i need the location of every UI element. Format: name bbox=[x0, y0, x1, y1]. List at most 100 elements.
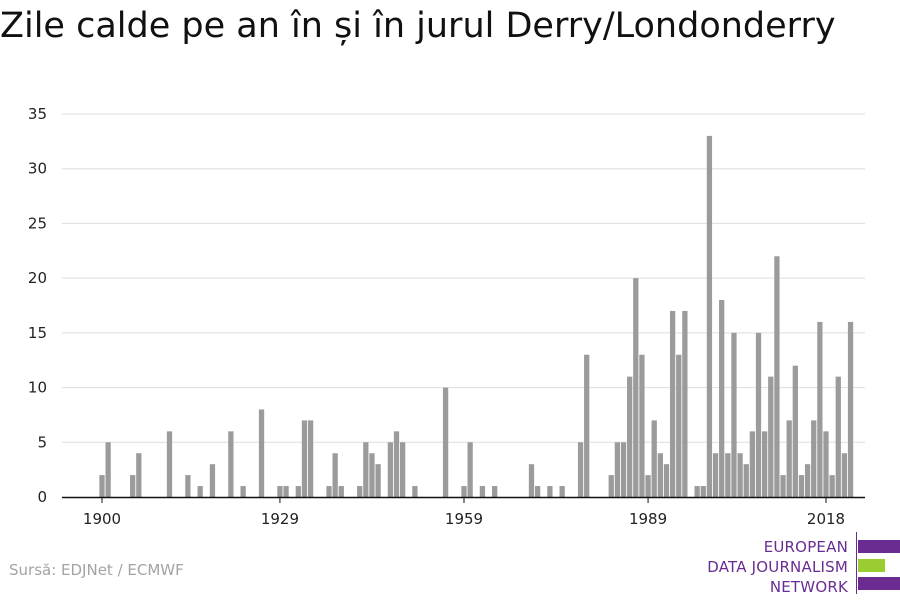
y-tick-label-15: 15 bbox=[28, 324, 47, 342]
bar-1926 bbox=[258, 409, 265, 497]
bar-1943 bbox=[363, 442, 369, 497]
bar-1973 bbox=[547, 486, 553, 497]
bar-2000 bbox=[712, 453, 719, 497]
y-tick-label-20: 20 bbox=[28, 269, 47, 287]
bar-2010 bbox=[774, 256, 780, 497]
y-tick-label-5: 5 bbox=[37, 433, 47, 451]
bar-1932 bbox=[295, 486, 301, 497]
bar-2007 bbox=[755, 332, 762, 497]
bar-1944 bbox=[369, 453, 375, 497]
bar-1945 bbox=[375, 464, 381, 497]
bar-1938 bbox=[332, 453, 338, 497]
bar-2006 bbox=[749, 431, 756, 497]
bar-2017 bbox=[817, 321, 823, 497]
logo-line-1: EUROPEAN bbox=[763, 538, 848, 556]
bar-1995 bbox=[682, 310, 688, 497]
logo-bar-top bbox=[858, 540, 900, 553]
bar-2015 bbox=[804, 464, 811, 497]
bar-2009 bbox=[768, 376, 774, 497]
bar-1978 bbox=[577, 442, 584, 497]
bar-1988 bbox=[639, 354, 645, 497]
source-note: Sursă: EDJNet / ECMWF bbox=[9, 561, 184, 579]
bar-1930 bbox=[283, 486, 289, 497]
gridlines bbox=[62, 113, 865, 443]
y-tick-label-25: 25 bbox=[28, 214, 47, 232]
y-tick-label-0: 0 bbox=[37, 488, 47, 506]
bar-2004 bbox=[737, 453, 743, 497]
x-tick-label-1989: 1989 bbox=[629, 510, 667, 528]
bar-1906 bbox=[136, 453, 142, 497]
bar-2014 bbox=[798, 475, 805, 497]
chart-title: Zile calde pe an în și în jurul Derry/Lo… bbox=[0, 6, 836, 46]
logo-bar-middle bbox=[858, 559, 885, 572]
bar-1911 bbox=[166, 431, 173, 497]
bar-1956 bbox=[442, 387, 449, 497]
bar-1947 bbox=[387, 442, 394, 497]
bar-1929 bbox=[277, 486, 283, 497]
bar-1985 bbox=[620, 442, 627, 497]
bar-1960 bbox=[467, 442, 473, 497]
bar-2013 bbox=[792, 365, 798, 497]
bar-1970 bbox=[528, 464, 535, 497]
x-tick-label-1929: 1929 bbox=[261, 510, 299, 528]
x-tick-label-1900: 1900 bbox=[83, 510, 121, 528]
bar-1959 bbox=[461, 486, 467, 497]
bar-1933 bbox=[301, 420, 308, 497]
bar-1900 bbox=[99, 475, 105, 497]
edjnet-logo: EUROPEAN DATA JOURNALISM NETWORK bbox=[690, 532, 900, 597]
bar-2002 bbox=[725, 453, 731, 497]
bar-1937 bbox=[326, 486, 332, 497]
bar-1979 bbox=[584, 354, 590, 497]
bar-1918 bbox=[209, 464, 216, 497]
bar-1984 bbox=[614, 442, 621, 497]
bar-1983 bbox=[608, 475, 614, 497]
bar-1949 bbox=[400, 442, 406, 497]
bar-2021 bbox=[841, 453, 848, 497]
bar-1914 bbox=[185, 475, 191, 497]
bar-2001 bbox=[719, 300, 725, 497]
bar-1948 bbox=[393, 431, 400, 497]
axes: 0 5 10 15 20 25 30 35 1900 1929 1959 1989 2018 bbox=[28, 105, 865, 528]
y-tick-label-35: 35 bbox=[28, 105, 47, 123]
bar-1934 bbox=[307, 420, 314, 497]
bar-2012 bbox=[786, 420, 792, 497]
bar-1962 bbox=[479, 486, 486, 497]
bar-1997 bbox=[694, 486, 700, 497]
logo-line-2: DATA JOURNALISM bbox=[707, 558, 848, 576]
bar-1939 bbox=[338, 486, 344, 497]
logo-divider bbox=[856, 532, 857, 594]
bar-1993 bbox=[669, 310, 676, 497]
bar-1975 bbox=[559, 486, 565, 497]
bar-2020 bbox=[835, 376, 841, 497]
bar-1921 bbox=[228, 431, 234, 497]
bar-1986 bbox=[627, 376, 633, 497]
bar-1964 bbox=[492, 486, 498, 497]
bar-2019 bbox=[829, 475, 835, 497]
bar-1987 bbox=[633, 278, 639, 497]
logo-bar-bottom bbox=[858, 577, 900, 590]
logo-text: EUROPEAN DATA JOURNALISM NETWORK bbox=[707, 537, 848, 597]
x-tick-label-2018: 2018 bbox=[807, 510, 845, 528]
bar-1989 bbox=[645, 475, 651, 497]
bar-2018 bbox=[823, 431, 829, 497]
x-tick-label-1959: 1959 bbox=[445, 510, 483, 528]
bar-2003 bbox=[731, 332, 737, 497]
bar-2016 bbox=[811, 420, 817, 497]
bar-1901 bbox=[105, 442, 111, 497]
logo-line-3: NETWORK bbox=[769, 578, 848, 596]
y-tick-label-30: 30 bbox=[28, 160, 47, 178]
bar-1994 bbox=[676, 354, 682, 497]
bar-2008 bbox=[762, 431, 768, 497]
bar-2022 bbox=[847, 321, 854, 497]
bar-1992 bbox=[663, 464, 670, 497]
bar-1905 bbox=[130, 475, 136, 497]
bar-1916 bbox=[197, 486, 203, 497]
bar-1991 bbox=[657, 453, 663, 497]
bar-1999 bbox=[706, 135, 713, 497]
bar-1990 bbox=[651, 420, 657, 497]
bars bbox=[99, 135, 854, 497]
bar-1998 bbox=[700, 486, 706, 497]
bar-2005 bbox=[743, 464, 749, 497]
bar-2011 bbox=[780, 475, 786, 497]
bar-1971 bbox=[534, 486, 541, 497]
